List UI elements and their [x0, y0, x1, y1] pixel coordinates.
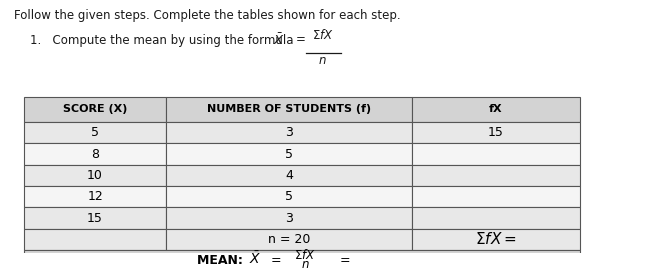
Text: $n$: $n$ — [318, 54, 327, 67]
Text: 12: 12 — [87, 190, 103, 203]
Text: 8: 8 — [91, 147, 99, 161]
Bar — [166, 97, 411, 122]
Bar — [411, 122, 580, 143]
Bar — [166, 143, 411, 165]
Text: 15: 15 — [87, 212, 103, 225]
Text: $\bar{X}$: $\bar{X}$ — [273, 33, 285, 48]
Bar — [166, 165, 411, 186]
Text: =: = — [339, 254, 350, 267]
Text: 3: 3 — [285, 212, 293, 225]
Text: 5: 5 — [285, 147, 293, 161]
Bar — [411, 97, 580, 122]
Bar — [24, 165, 166, 186]
Bar — [166, 229, 411, 250]
Text: $\bar{X}$: $\bar{X}$ — [249, 250, 262, 267]
Text: MEAN:: MEAN: — [197, 254, 247, 267]
Bar — [411, 229, 580, 250]
Bar — [166, 122, 411, 143]
Text: 10: 10 — [87, 169, 103, 182]
Bar — [24, 207, 166, 229]
Text: =: = — [295, 33, 305, 46]
Bar — [411, 143, 580, 165]
Text: 5: 5 — [91, 126, 99, 139]
Text: fX: fX — [489, 104, 502, 114]
Text: $\Sigma fX$: $\Sigma fX$ — [294, 248, 316, 262]
Text: 1.   Compute the mean by using the formula: 1. Compute the mean by using the formula — [31, 34, 298, 47]
Text: 4: 4 — [285, 169, 293, 182]
Text: $\Sigma fX$: $\Sigma fX$ — [312, 28, 334, 42]
Text: n = 20: n = 20 — [268, 233, 310, 246]
Bar — [24, 229, 166, 250]
Text: =: = — [271, 254, 282, 267]
Text: 15: 15 — [488, 126, 504, 139]
Text: Follow the given steps. Complete the tables shown for each step.: Follow the given steps. Complete the tab… — [14, 9, 401, 22]
Text: 5: 5 — [285, 190, 293, 203]
Bar — [166, 186, 411, 207]
Bar — [411, 165, 580, 186]
Bar — [24, 143, 166, 165]
Bar — [24, 122, 166, 143]
Text: $n$: $n$ — [300, 258, 310, 270]
Bar — [411, 207, 580, 229]
Text: 3: 3 — [285, 126, 293, 139]
Text: NUMBER OF STUDENTS (f): NUMBER OF STUDENTS (f) — [207, 104, 371, 114]
Bar — [24, 250, 580, 270]
Bar — [24, 186, 166, 207]
Text: $\Sigma fX =$: $\Sigma fX =$ — [475, 231, 517, 248]
Bar — [411, 186, 580, 207]
Bar — [24, 97, 166, 122]
Bar — [166, 207, 411, 229]
Text: SCORE (X): SCORE (X) — [63, 104, 127, 114]
